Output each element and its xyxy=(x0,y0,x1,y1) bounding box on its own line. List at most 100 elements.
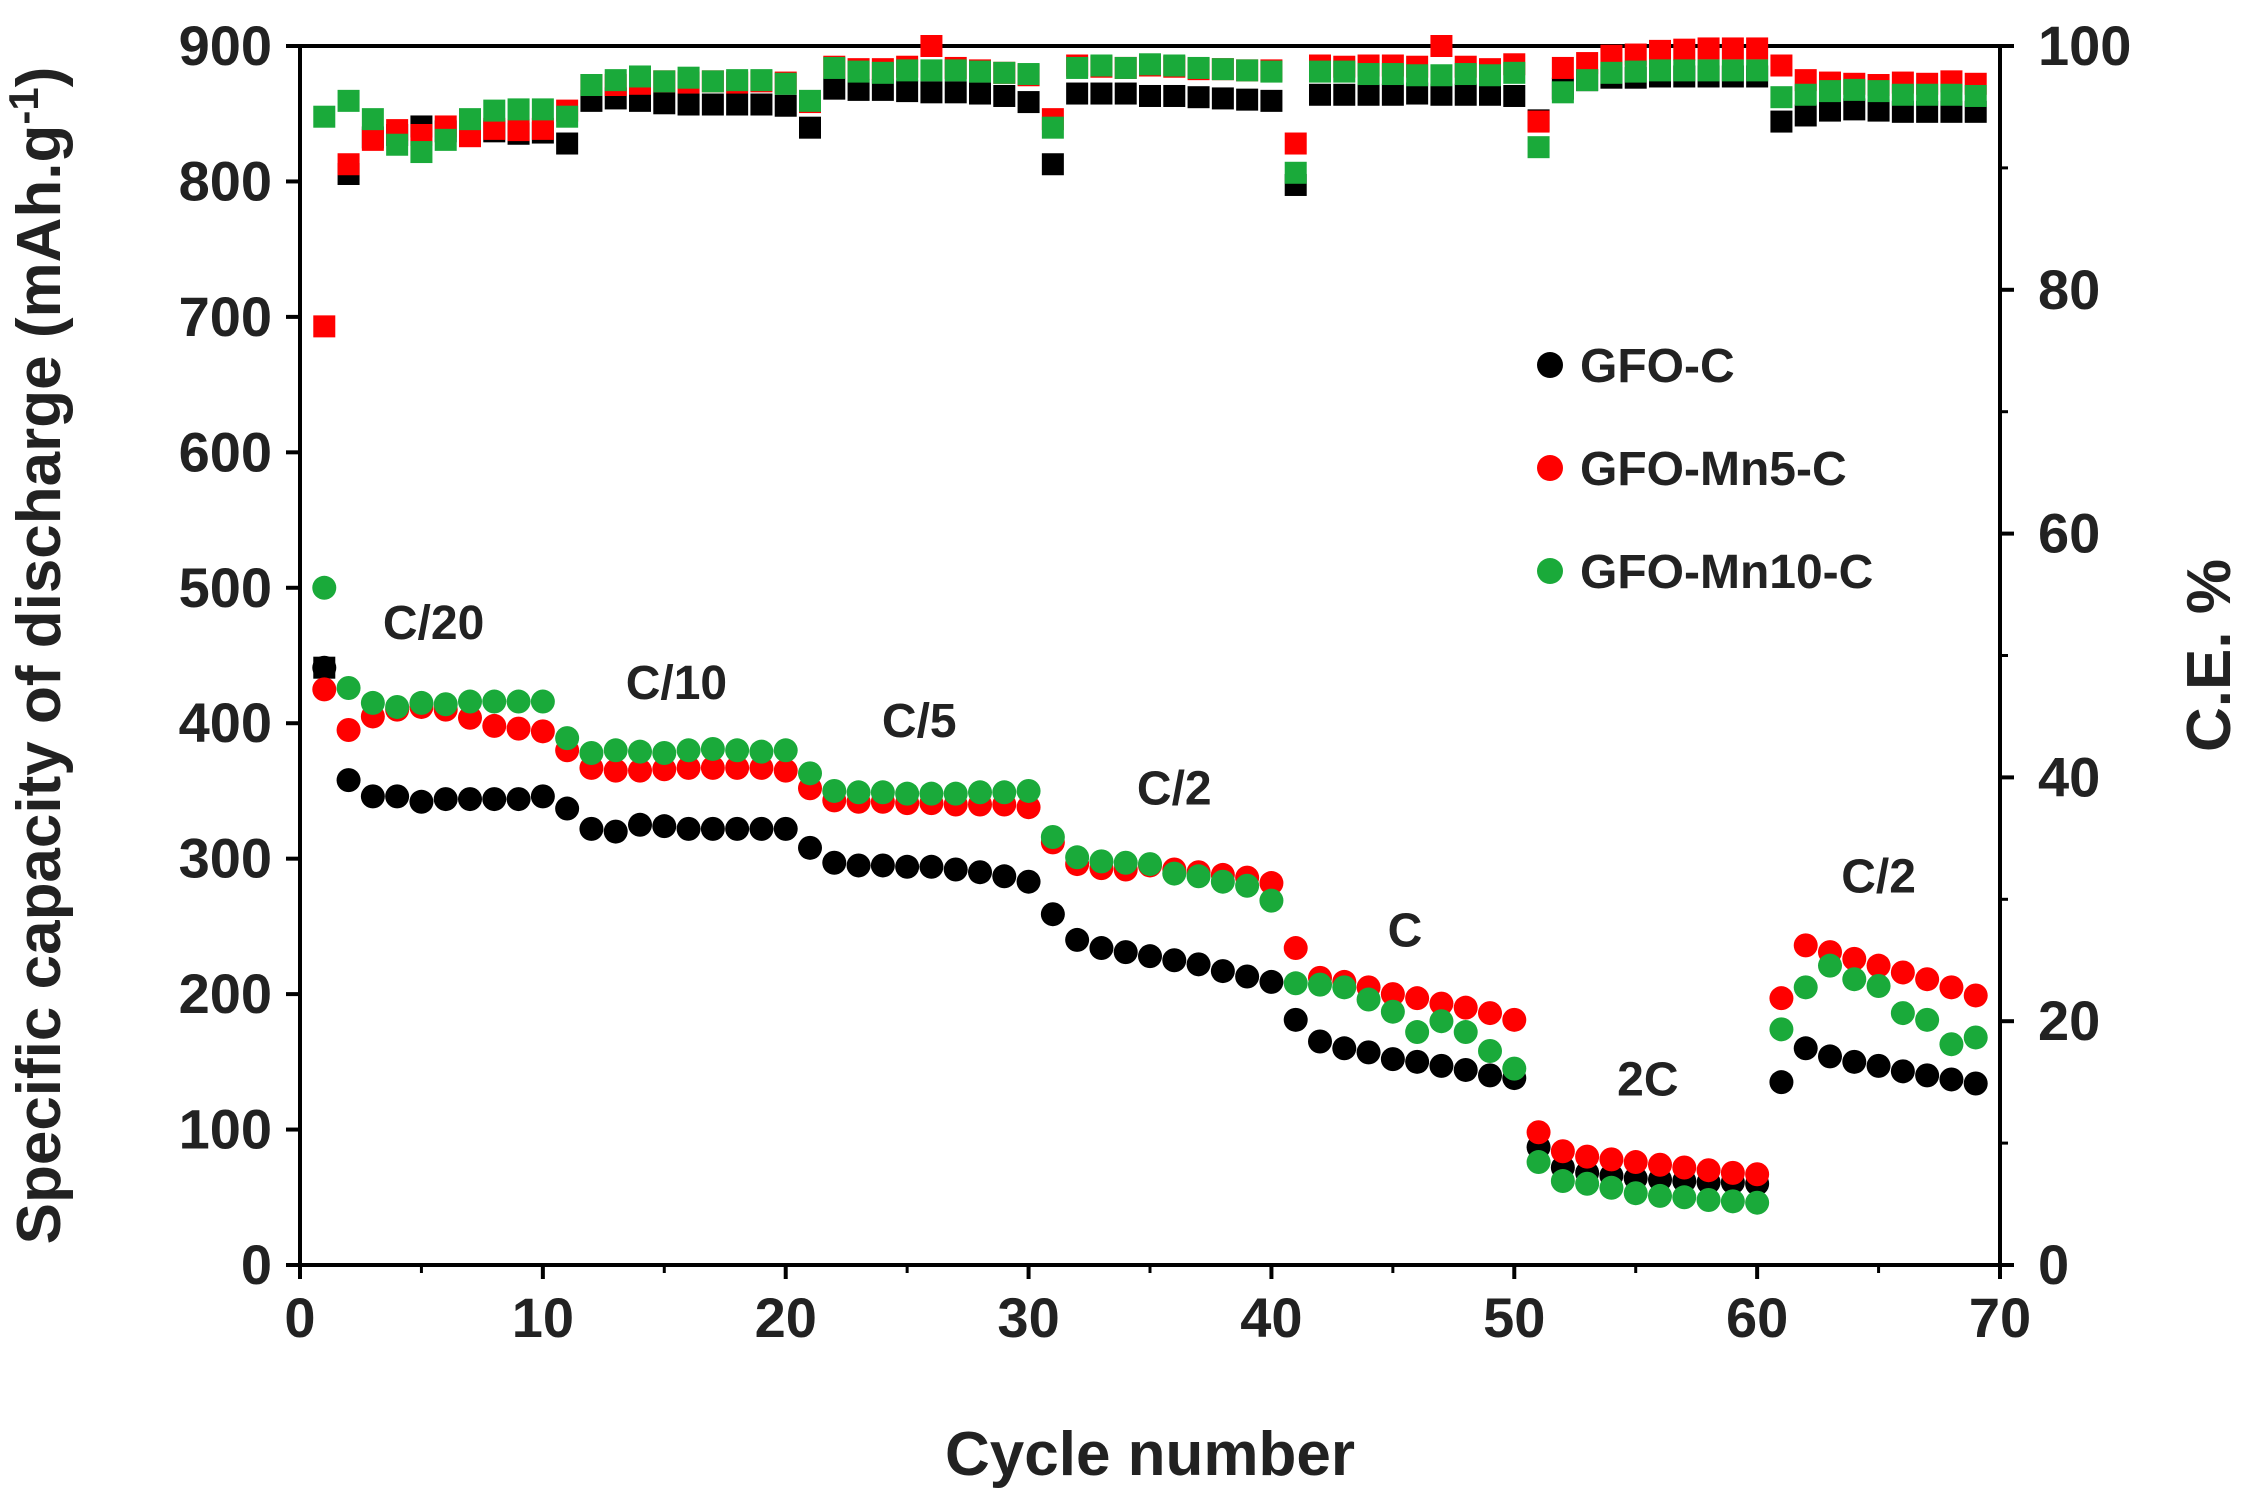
legend-marker xyxy=(1537,558,1563,584)
gfo-c-point xyxy=(1356,1040,1381,1065)
gfo-mn5-c-ce-point xyxy=(1697,37,1720,60)
gfo-mn10-c-ce-point xyxy=(1357,63,1380,86)
gfo-mn5-c-ce-point xyxy=(1770,54,1793,77)
rate-label: C/20 xyxy=(383,597,484,650)
gfo-mn10-c-ce-point xyxy=(1139,53,1161,76)
gfo-c-ce-point xyxy=(1819,99,1841,122)
gfo-c-ce-point xyxy=(1867,99,1890,122)
gfo-c-point xyxy=(870,853,895,878)
gfo-c-ce-point xyxy=(1309,83,1331,106)
gfo-mn10-c-ce-point xyxy=(993,61,1016,84)
gfo-c-point xyxy=(1939,1067,1964,1092)
gfo-mn10-c-ce-point xyxy=(1600,61,1623,84)
gfo-c-point xyxy=(895,854,920,879)
gfo-mn5-c-ce-point xyxy=(313,315,336,338)
gfo-c-point xyxy=(919,854,944,879)
gfo-c-point xyxy=(1429,1053,1454,1078)
gfo-mn5-c-point xyxy=(1380,982,1405,1007)
gfo-mn10-c-point xyxy=(846,780,871,805)
gfo-mn10-c-point xyxy=(1429,1009,1454,1034)
gfo-c-ce-point xyxy=(1017,91,1040,114)
gfo-c-point xyxy=(1453,1057,1478,1082)
gfo-c-point xyxy=(1235,964,1260,989)
y-left-tick-label: 300 xyxy=(179,827,272,890)
gfo-c-point xyxy=(312,655,337,680)
gfo-c-point xyxy=(1040,902,1065,927)
gfo-mn10-c-ce-point xyxy=(483,99,506,122)
gfo-mn10-c-point xyxy=(725,738,750,763)
gfo-mn10-c-ce-point xyxy=(1964,84,1987,107)
legend-label: GFO-C xyxy=(1580,340,1735,393)
gfo-mn10-c-ce-point xyxy=(604,69,627,92)
gfo-mn10-c-ce-point xyxy=(434,128,457,151)
gfo-mn10-c-point xyxy=(822,778,847,803)
gfo-c-ce-point xyxy=(1770,110,1793,133)
gfo-mn10-c-ce-point xyxy=(556,105,579,128)
gfo-c-ce-point xyxy=(969,82,991,105)
gfo-mn10-c-point xyxy=(1648,1183,1672,1208)
gfo-mn5-c-point xyxy=(1526,1120,1551,1145)
gfo-c-ce-point xyxy=(1236,88,1259,111)
gfo-mn10-c-point xyxy=(773,738,798,763)
gfo-mn10-c-ce-point xyxy=(1819,80,1841,103)
gfo-mn10-c-point xyxy=(1769,1017,1794,1042)
gfo-mn5-c-point xyxy=(1696,1158,1721,1183)
gfo-mn10-c-point xyxy=(1915,1007,1940,1032)
gfo-mn10-c-ce-point xyxy=(1576,69,1599,92)
legend: GFO-C GFO-Mn5-C GFO-Mn10-C xyxy=(1537,340,1873,599)
gfo-mn10-c-ce-point xyxy=(1721,59,1744,82)
gfo-mn10-c-point xyxy=(1599,1175,1624,1200)
gfo-c-point xyxy=(1113,940,1138,965)
x-tick-label: 50 xyxy=(1483,1286,1545,1349)
gfo-mn10-c-point xyxy=(555,726,580,751)
gfo-mn10-c-ce-point xyxy=(1479,64,1501,87)
gfo-mn10-c-ce-point xyxy=(1260,60,1283,83)
gfo-c-ce-point xyxy=(1794,104,1817,127)
gfo-mn5-c-point xyxy=(1575,1144,1600,1169)
gfo-c-point xyxy=(700,816,725,841)
gfo-mn10-c-point xyxy=(1963,1025,1988,1050)
gfo-mn5-c-point xyxy=(1842,946,1867,971)
gfo-c-point xyxy=(1210,959,1235,984)
gfo-mn10-c-ce-point xyxy=(896,59,919,82)
rate-label: C/2 xyxy=(1841,851,1916,904)
y-left-tick-label: 400 xyxy=(179,691,272,754)
gfo-mn10-c-ce-point xyxy=(1843,78,1866,101)
gfo-c-point xyxy=(1890,1059,1915,1084)
gfo-c-ce-point xyxy=(847,78,870,101)
gfo-mn10-c-point xyxy=(1745,1190,1770,1215)
gfo-mn5-c-point xyxy=(676,755,701,780)
gfo-mn10-c-ce-point xyxy=(1673,59,1696,82)
gfo-mn10-c-point xyxy=(992,780,1017,805)
gfo-mn10-c-ce-point xyxy=(1916,83,1939,106)
y-left-tick-label: 200 xyxy=(179,962,272,1025)
gfo-mn10-c-point xyxy=(1210,869,1235,894)
gfo-c-point xyxy=(992,864,1017,889)
gfo-c-ce-point xyxy=(1187,86,1210,109)
gfo-mn10-c-point xyxy=(360,690,385,715)
gfo-c-point xyxy=(1138,944,1162,969)
gfo-mn10-c-point xyxy=(482,689,507,714)
gfo-mn10-c-ce-point xyxy=(507,98,530,121)
gfo-c-ce-point xyxy=(1211,87,1234,110)
gfo-c-point xyxy=(1186,952,1211,977)
gfo-mn10-c-point xyxy=(409,690,434,715)
gfo-mn10-c-ce-point xyxy=(1041,116,1064,139)
gfo-c-ce-point xyxy=(896,80,919,103)
gfo-mn10-c-point xyxy=(1623,1181,1648,1206)
legend-label: GFO-Mn5-C xyxy=(1580,443,1847,496)
gfo-c-point xyxy=(1405,1049,1430,1074)
rate-label: 2C xyxy=(1617,1054,1678,1107)
gfo-c-point xyxy=(1818,1044,1842,1069)
gfo-mn5-c-point xyxy=(1623,1150,1648,1175)
gfo-mn10-c-point xyxy=(1453,1020,1478,1045)
gfo-mn5-c-ce-point xyxy=(507,119,530,142)
gfo-mn10-c-ce-point xyxy=(726,69,749,92)
gfo-mn10-c-ce-point xyxy=(531,98,554,121)
gfo-c-point xyxy=(482,787,507,812)
gfo-c-point xyxy=(1283,1007,1308,1032)
gfo-c-point xyxy=(1308,1029,1332,1054)
gfo-mn5-c-point xyxy=(312,677,337,702)
y-left-tick-label: 900 xyxy=(179,14,272,77)
gfo-c-point xyxy=(798,835,822,860)
